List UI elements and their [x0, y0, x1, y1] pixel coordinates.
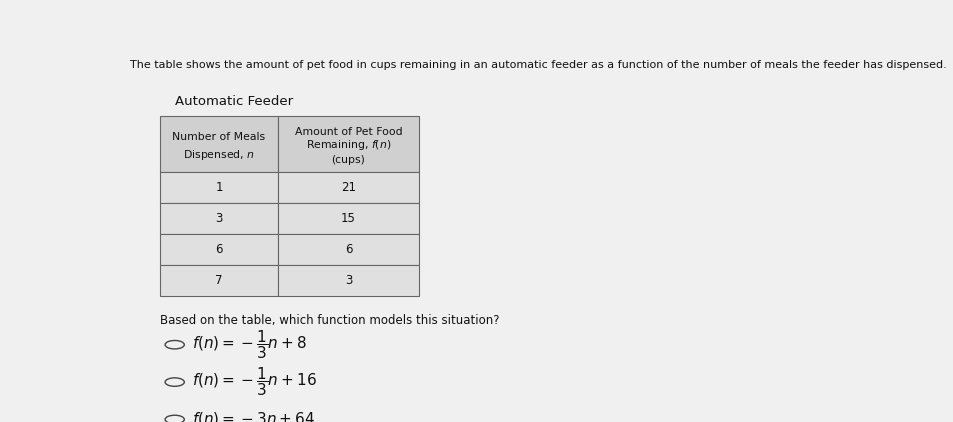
- Text: $f(n) = -\dfrac{1}{3}n + 8$: $f(n) = -\dfrac{1}{3}n + 8$: [192, 328, 306, 361]
- Text: 21: 21: [340, 181, 355, 195]
- Text: 6: 6: [215, 243, 223, 256]
- Text: Remaining, $f(n)$: Remaining, $f(n)$: [305, 138, 391, 152]
- Text: Number of Meals: Number of Meals: [172, 132, 265, 142]
- FancyBboxPatch shape: [160, 234, 278, 265]
- FancyBboxPatch shape: [278, 116, 418, 173]
- FancyBboxPatch shape: [160, 116, 278, 173]
- Text: (cups): (cups): [331, 155, 365, 165]
- FancyBboxPatch shape: [278, 234, 418, 265]
- Text: 3: 3: [344, 274, 352, 287]
- Text: Amount of Pet Food: Amount of Pet Food: [294, 127, 402, 137]
- FancyBboxPatch shape: [160, 173, 278, 203]
- FancyBboxPatch shape: [160, 265, 278, 296]
- Text: 7: 7: [215, 274, 223, 287]
- FancyBboxPatch shape: [278, 173, 418, 203]
- Text: The table shows the amount of pet food in cups remaining in an automatic feeder : The table shows the amount of pet food i…: [131, 60, 946, 70]
- Text: 3: 3: [215, 212, 222, 225]
- Text: $f(n) = -\dfrac{1}{3}n + 16$: $f(n) = -\dfrac{1}{3}n + 16$: [192, 366, 316, 398]
- FancyBboxPatch shape: [160, 203, 278, 234]
- Text: $f(n) = -3n + 64$: $f(n) = -3n + 64$: [192, 411, 314, 422]
- Text: 1: 1: [215, 181, 223, 195]
- Circle shape: [165, 415, 184, 422]
- Text: 15: 15: [340, 212, 355, 225]
- Text: 6: 6: [344, 243, 352, 256]
- Circle shape: [165, 341, 184, 349]
- Text: Based on the table, which function models this situation?: Based on the table, which function model…: [160, 314, 498, 327]
- Text: Automatic Feeder: Automatic Feeder: [174, 95, 293, 108]
- FancyBboxPatch shape: [278, 265, 418, 296]
- Text: Dispensed, $n$: Dispensed, $n$: [183, 149, 254, 162]
- FancyBboxPatch shape: [278, 203, 418, 234]
- Circle shape: [165, 378, 184, 386]
